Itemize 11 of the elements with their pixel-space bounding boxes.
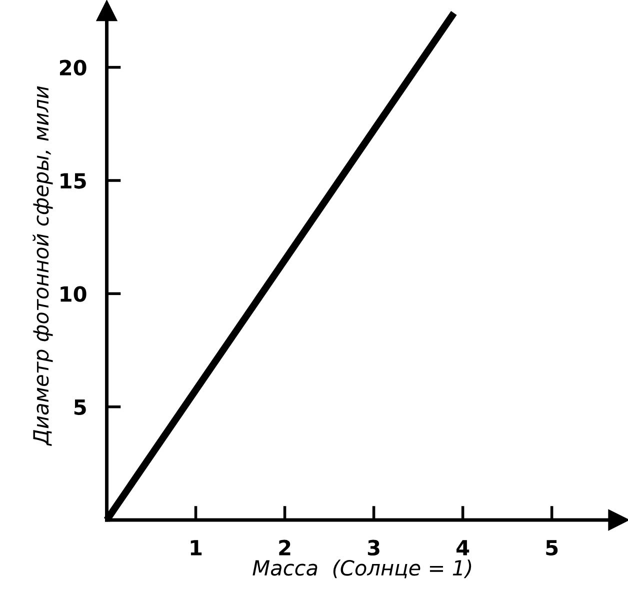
y-axis-title: Диаметр фотонной сферы, мили (32, 86, 53, 446)
x-tick-label: 1 (190, 540, 202, 556)
x-tick-label: 3 (368, 540, 380, 556)
x-tick-label: 5 (546, 540, 558, 556)
y-tick-label: 10 (60, 286, 86, 302)
y-tick-label: 15 (60, 173, 86, 189)
y-tick-label: 20 (60, 60, 86, 76)
x-tick-label: 2 (279, 540, 290, 556)
x-tick-label: 4 (456, 540, 470, 556)
x-axis-title: Масса (Солнце = 1) (252, 560, 472, 578)
y-tick-label: 5 (74, 400, 86, 416)
